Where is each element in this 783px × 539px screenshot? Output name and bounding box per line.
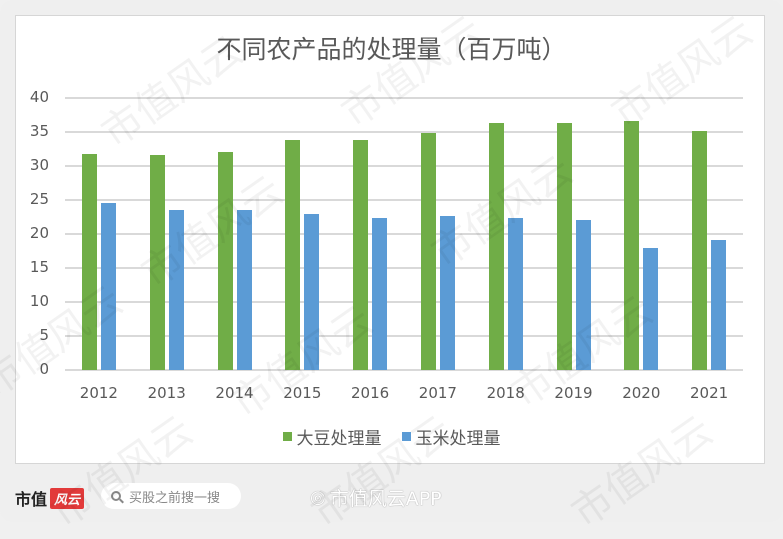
x-tick-label: 2020: [622, 384, 661, 402]
x-tick-label: 2021: [690, 384, 729, 402]
bar-soybean-2019: [556, 123, 572, 370]
brand-badge: 风云: [50, 487, 85, 509]
chart-title: 不同农产品的处理量（百万吨）: [216, 35, 567, 64]
gridline: [65, 369, 743, 371]
brand-logo: 市值 风云: [15, 486, 85, 510]
bar-corn-2015: [304, 213, 320, 370]
bar-soybean-2013: [149, 155, 165, 370]
bar-corn-2014: [236, 209, 252, 370]
gridline: [65, 267, 743, 269]
chart-legend: 大豆处理量 玉米处理量: [0, 424, 783, 449]
weibo-watermark: ◎ 市值风云APP: [310, 484, 442, 511]
bar-corn-2012: [100, 203, 116, 370]
legend-swatch-icon: [282, 432, 292, 441]
legend-swatch-icon: [401, 432, 411, 441]
y-tick-label: 5: [39, 326, 49, 344]
y-tick-label: 25: [29, 190, 49, 208]
chart-area: [15, 15, 765, 464]
y-tick-label: 40: [29, 88, 49, 106]
gridline: [65, 335, 743, 337]
gridline: [65, 301, 743, 303]
legend-item: 玉米处理量: [401, 424, 501, 449]
y-tick-label: 0: [39, 360, 49, 378]
x-tick-label: 2013: [147, 384, 186, 402]
search-placeholder: 买股之前搜一搜: [129, 490, 221, 506]
bar-corn-2018: [507, 218, 523, 370]
bar-corn-2020: [643, 248, 659, 370]
x-tick-label: 2016: [351, 384, 390, 402]
x-tick-label: 2019: [554, 384, 593, 402]
gridline: [65, 131, 743, 133]
y-tick-label: 20: [29, 224, 49, 242]
weibo-watermark-text: 市值风云APP: [329, 488, 442, 510]
gridline: [65, 199, 743, 201]
bar-soybean-2021: [692, 131, 708, 370]
x-tick-label: 2014: [215, 384, 254, 402]
weibo-icon: ◎: [310, 487, 326, 508]
y-tick-label: 35: [29, 122, 49, 140]
y-tick-label: 15: [29, 258, 49, 276]
bar-soybean-2012: [81, 153, 97, 370]
search-box[interactable]: 买股之前搜一搜: [101, 483, 241, 509]
plot-area: 0 5 10 15 20 25 30 35 40 2012 2013 2014 2015 2016 2017…: [29, 88, 743, 402]
gridline: [65, 165, 743, 167]
x-tick-label: 2012: [79, 384, 118, 402]
bar-corn-2017: [439, 216, 455, 370]
legend-label: 玉米处理量: [415, 429, 501, 449]
brand-text: 市值: [15, 490, 48, 509]
x-tick-label: 2015: [283, 384, 322, 402]
bar-soybean-2020: [624, 121, 640, 370]
y-tick-label: 10: [29, 292, 49, 310]
bar-corn-2019: [575, 220, 591, 370]
x-tick-label: 2018: [486, 384, 525, 402]
bar-corn-2013: [168, 209, 184, 370]
bar-soybean-2016: [353, 140, 369, 370]
y-tick-label: 30: [29, 156, 49, 174]
bar-soybean-2014: [217, 151, 233, 370]
bar-corn-2021: [711, 240, 727, 370]
bar-soybean-2018: [488, 123, 504, 370]
gridline: [65, 233, 743, 235]
legend-label: 大豆处理量: [296, 429, 382, 449]
bar-soybean-2015: [285, 140, 301, 370]
gridline: [65, 97, 743, 99]
search-icon: [111, 491, 121, 501]
x-tick-label: 2017: [418, 384, 457, 402]
legend-item: 大豆处理量: [282, 424, 382, 449]
bar-corn-2016: [372, 218, 388, 370]
bar-soybean-2017: [420, 133, 436, 370]
